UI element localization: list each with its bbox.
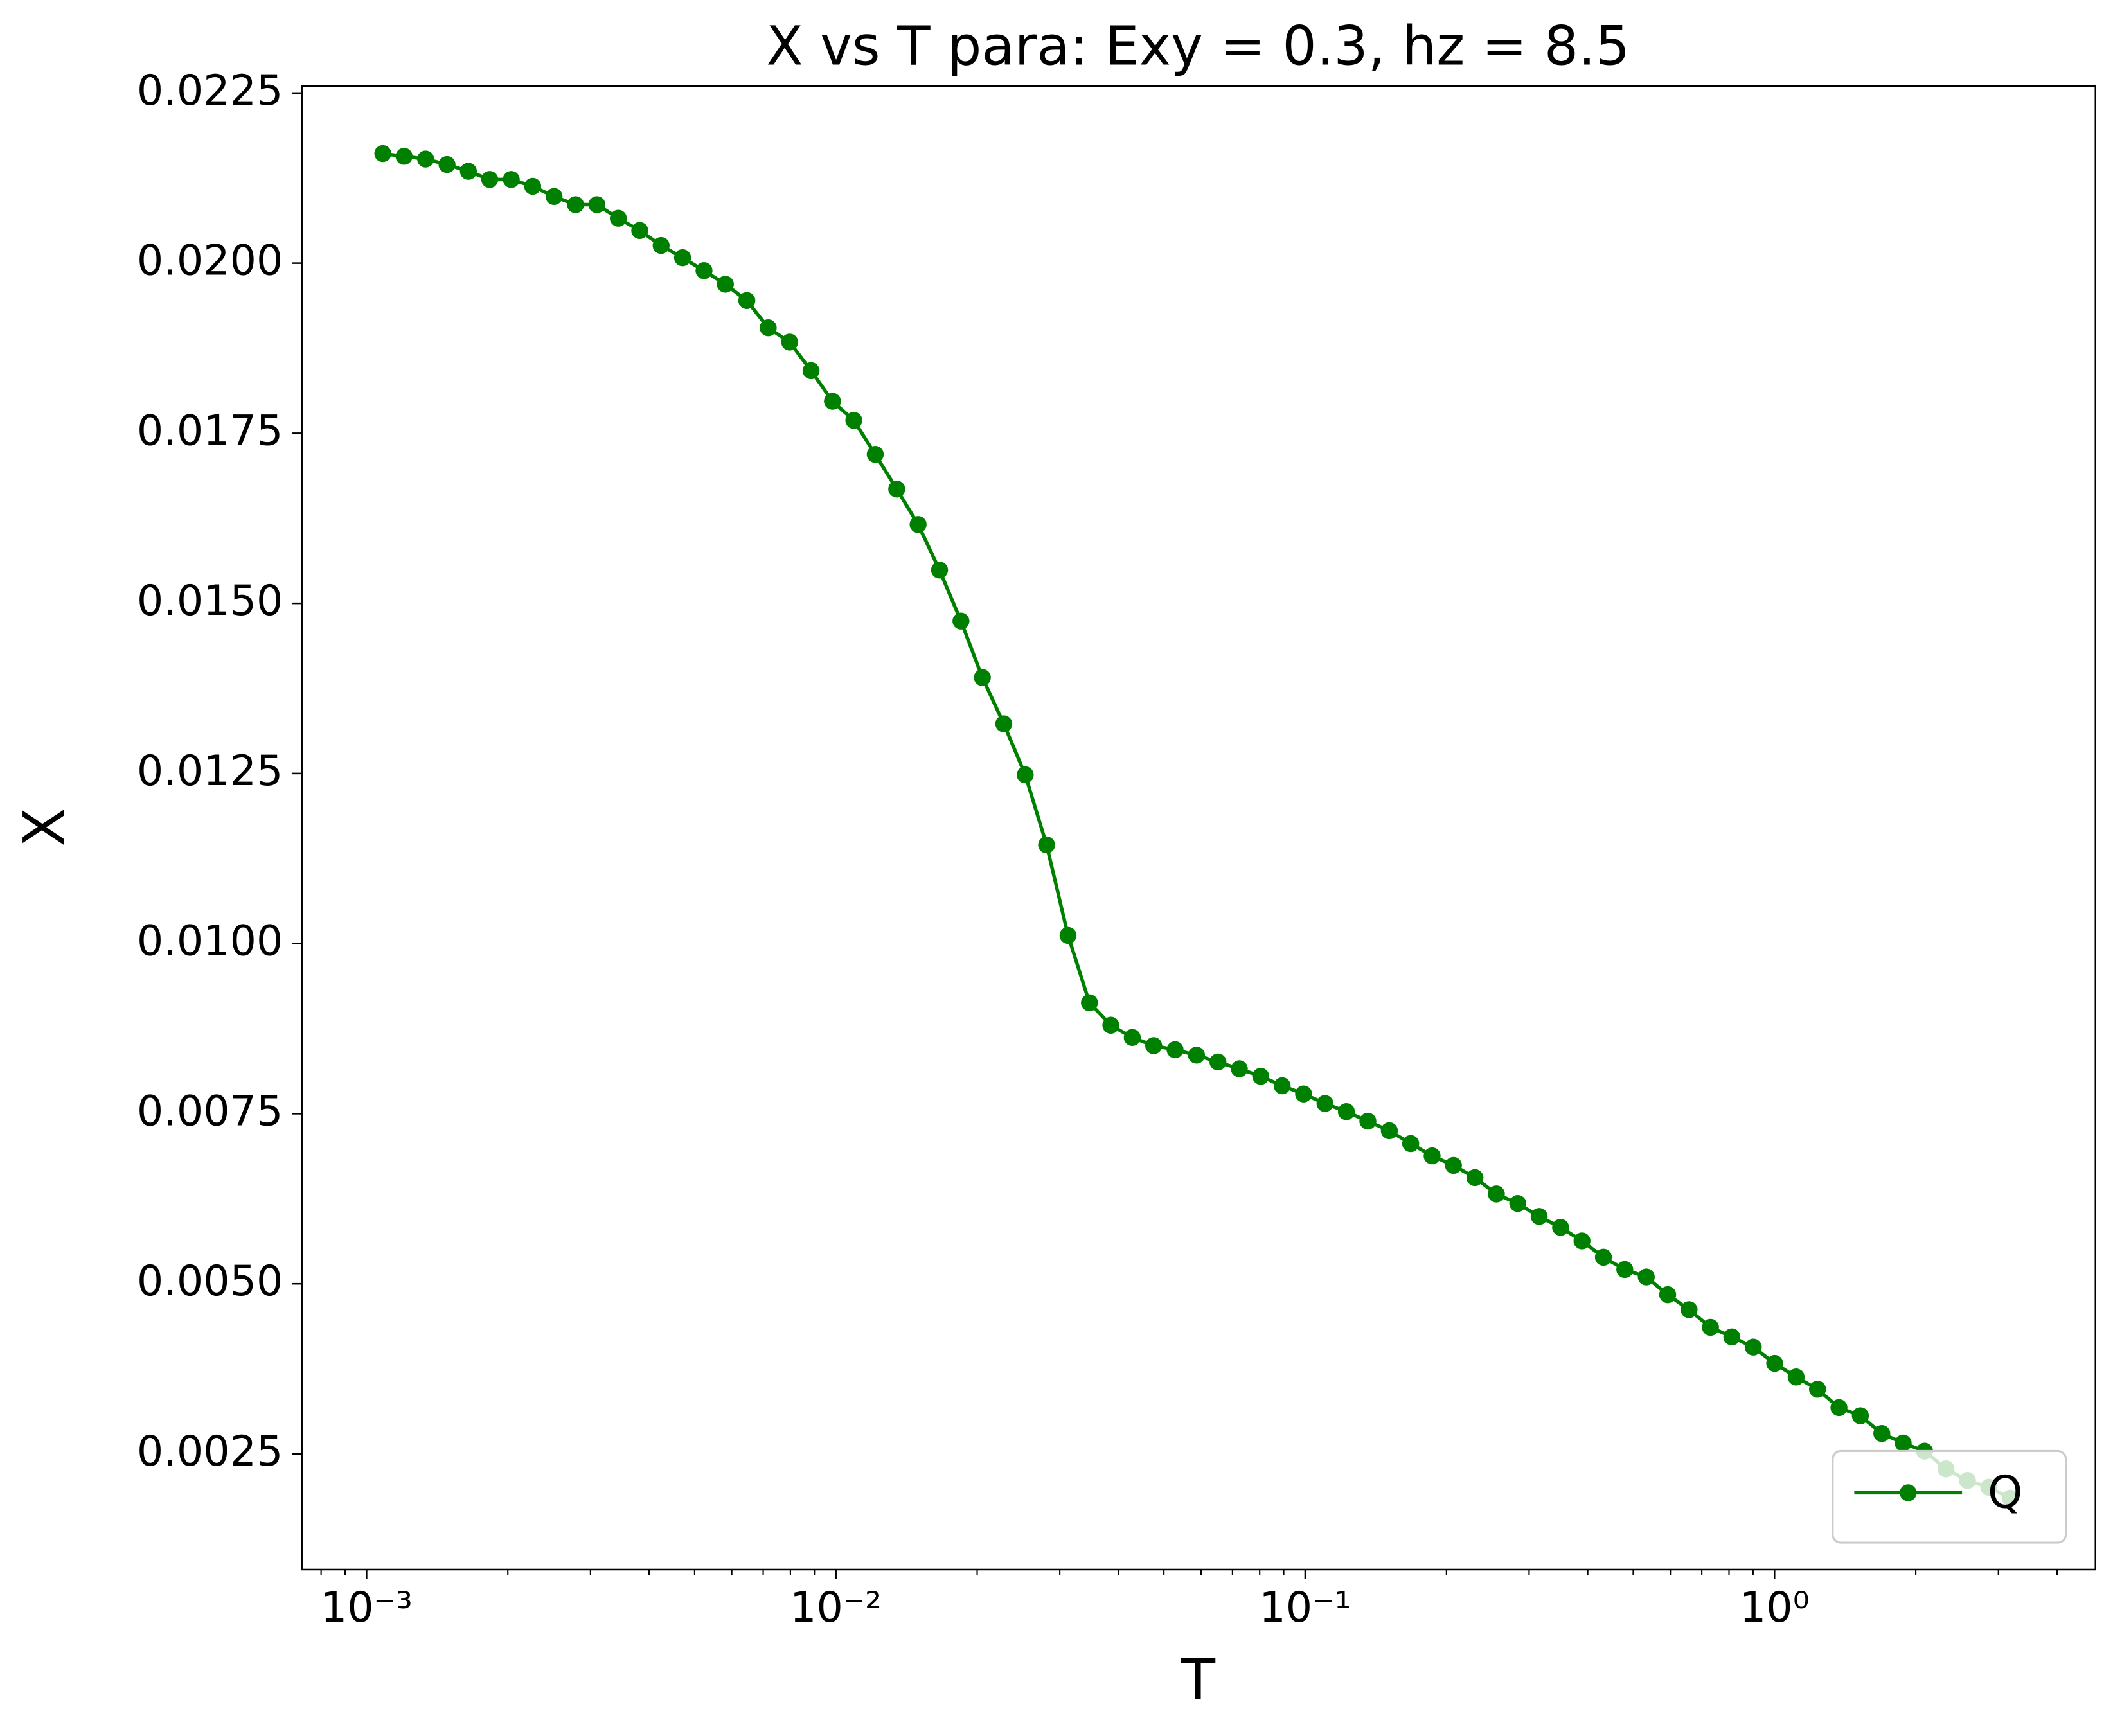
data-point	[631, 222, 648, 239]
data-point	[1209, 1053, 1227, 1071]
legend-box	[1832, 1449, 2067, 1544]
legend-marker	[1900, 1484, 1917, 1501]
data-point	[738, 292, 756, 310]
data-point	[1402, 1135, 1420, 1153]
data-point	[1637, 1268, 1655, 1286]
data-point	[995, 715, 1013, 732]
y-tick-label: 0.0175	[137, 407, 283, 455]
data-point	[1873, 1424, 1891, 1442]
data-point	[760, 319, 777, 337]
data-point	[459, 163, 477, 180]
data-point	[1102, 1016, 1119, 1034]
data-point	[1380, 1122, 1398, 1140]
data-point	[974, 669, 991, 686]
data-point	[1787, 1368, 1805, 1386]
data-point	[1466, 1169, 1484, 1187]
data-point	[524, 177, 542, 195]
y-tick-label: 0.0150	[137, 577, 283, 625]
data-point	[1145, 1037, 1163, 1054]
data-point	[1038, 836, 1055, 854]
data-point	[1616, 1261, 1634, 1279]
y-tick-label: 0.0225	[137, 67, 283, 115]
x-tick-label: 10⁻²	[790, 1584, 882, 1632]
data-point	[567, 196, 584, 213]
data-point	[481, 171, 499, 188]
data-point	[1573, 1232, 1591, 1250]
x-axis-label: T	[1180, 1647, 1216, 1713]
y-tick-label: 0.0025	[137, 1428, 283, 1476]
data-point	[1552, 1219, 1569, 1236]
data-point	[1723, 1328, 1741, 1345]
data-point	[1702, 1318, 1719, 1336]
data-point	[717, 276, 734, 293]
data-point	[1766, 1354, 1783, 1372]
data-point	[1745, 1338, 1762, 1356]
data-point	[1445, 1156, 1462, 1174]
data-point	[1166, 1041, 1184, 1059]
legend-label: Q	[1988, 1467, 2022, 1519]
data-point	[1059, 926, 1077, 944]
data-point	[1509, 1195, 1527, 1212]
data-point	[824, 393, 841, 410]
data-point	[1594, 1248, 1612, 1266]
data-point	[1808, 1381, 1826, 1398]
data-point	[1681, 1301, 1698, 1318]
plot-frame	[301, 85, 2096, 1571]
data-point	[438, 155, 456, 173]
data-point	[1295, 1085, 1312, 1103]
y-tick-label: 0.0075	[137, 1087, 283, 1135]
y-tick-label: 0.0125	[137, 747, 283, 795]
data-point	[866, 445, 884, 463]
data-point	[1231, 1060, 1248, 1077]
data-point	[1252, 1067, 1270, 1085]
chart-title: X vs T para: Exy = 0.3, hz = 8.5	[766, 15, 1630, 78]
data-point	[1123, 1029, 1141, 1047]
data-point	[609, 209, 627, 227]
data-point	[909, 516, 927, 533]
data-point	[652, 236, 670, 254]
data-point	[374, 145, 391, 163]
data-point	[781, 333, 798, 351]
data-point	[1359, 1112, 1377, 1130]
data-point	[395, 148, 413, 165]
data-point	[545, 188, 563, 206]
data-point	[1488, 1185, 1505, 1203]
data-point	[845, 412, 862, 429]
data-point	[1423, 1147, 1441, 1165]
data-point	[1337, 1103, 1355, 1120]
data-point	[1188, 1047, 1206, 1064]
data-point	[588, 196, 606, 213]
data-point	[503, 171, 520, 188]
data-point	[1530, 1208, 1548, 1225]
data-point	[1659, 1286, 1677, 1304]
data-point	[1017, 766, 1034, 784]
data-point	[1851, 1407, 1869, 1424]
data-point	[1316, 1095, 1333, 1112]
data-point	[673, 249, 691, 267]
data-point	[1895, 1434, 1912, 1452]
data-point	[888, 480, 905, 498]
x-tick-label: 10⁻¹	[1259, 1584, 1351, 1632]
data-point	[1273, 1077, 1291, 1095]
data-point	[1081, 994, 1098, 1012]
data-point	[931, 562, 949, 579]
y-tick-label: 0.0200	[137, 237, 283, 285]
data-point	[417, 150, 434, 168]
data-point	[695, 262, 713, 279]
data-point	[952, 612, 970, 630]
data-point	[802, 362, 820, 380]
x-tick-label: 10⁰	[1740, 1584, 1810, 1632]
data-point	[1830, 1399, 1848, 1417]
x-tick-label: 10⁻³	[321, 1584, 413, 1632]
y-tick-label: 0.0050	[137, 1257, 283, 1306]
y-tick-label: 0.0100	[137, 917, 283, 966]
y-axis-label: X	[11, 808, 77, 846]
